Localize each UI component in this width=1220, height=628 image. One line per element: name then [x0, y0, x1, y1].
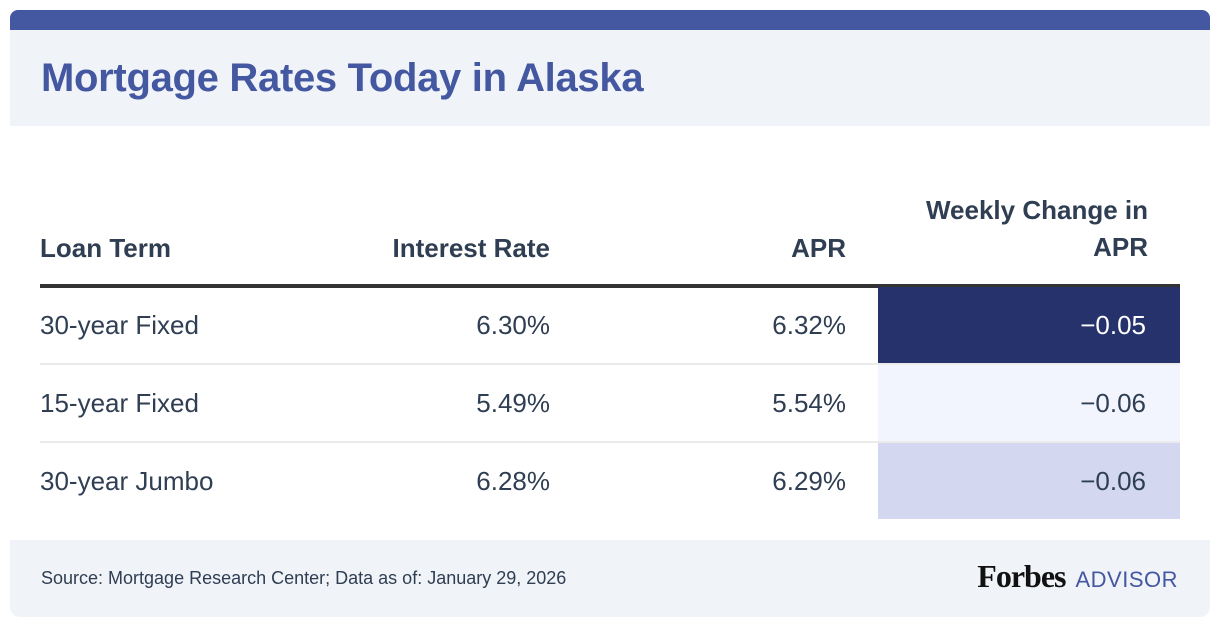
table-header: Loan Term Interest Rate APR Weekly Chang… — [40, 180, 1180, 284]
loan-term-cell: 30-year Fixed — [40, 310, 199, 340]
interest-rate-cell: 5.49% — [476, 388, 550, 418]
table-row: 30-year Jumbo 6.28% 6.29% −0.06 — [40, 443, 1180, 521]
row-divider — [40, 363, 1180, 365]
interest-rate-cell: 6.30% — [476, 310, 550, 340]
header-divider — [40, 284, 1180, 288]
apr-cell: 6.29% — [772, 466, 846, 496]
table-row: 30-year Fixed 6.30% 6.32% −0.05 — [40, 287, 1180, 365]
loan-term-cell: 30-year Jumbo — [40, 466, 214, 496]
logo-wordmark: Forbes — [977, 558, 1066, 594]
forbes-advisor-logo: Forbes ADVISOR — [977, 558, 1178, 595]
card-header: Mortgage Rates Today in Alaska — [10, 30, 1210, 126]
rates-card: Mortgage Rates Today in Alaska Loan Term… — [10, 10, 1210, 617]
interest-rate-cell: 6.28% — [476, 466, 550, 496]
column-header-loan-term: Loan Term — [40, 233, 171, 263]
row-divider — [40, 441, 1180, 443]
rates-table: Loan Term Interest Rate APR Weekly Chang… — [40, 180, 1180, 519]
table-body: 30-year Fixed 6.30% 6.32% −0.05 15-year … — [40, 287, 1180, 521]
accent-bar — [10, 10, 1210, 30]
column-header-interest-rate: Interest Rate — [392, 233, 551, 263]
page-title: Mortgage Rates Today in Alaska — [41, 56, 644, 100]
loan-term-cell: 15-year Fixed — [40, 388, 199, 418]
weekly-change-cell: −0.06 — [878, 365, 1180, 443]
logo-suffix: ADVISOR — [1075, 567, 1178, 592]
weekly-change-cell: −0.06 — [878, 443, 1180, 519]
column-header-apr: APR — [791, 233, 846, 263]
table-row: 15-year Fixed 5.49% 5.54% −0.06 — [40, 365, 1180, 443]
apr-cell: 5.54% — [772, 388, 846, 418]
card-footer: Source: Mortgage Research Center; Data a… — [10, 540, 1210, 617]
weekly-change-cell: −0.05 — [878, 287, 1180, 365]
source-note: Source: Mortgage Research Center; Data a… — [41, 568, 567, 588]
column-header-weekly-change: Weekly Change in APR — [925, 195, 1148, 262]
apr-cell: 6.32% — [772, 310, 846, 340]
